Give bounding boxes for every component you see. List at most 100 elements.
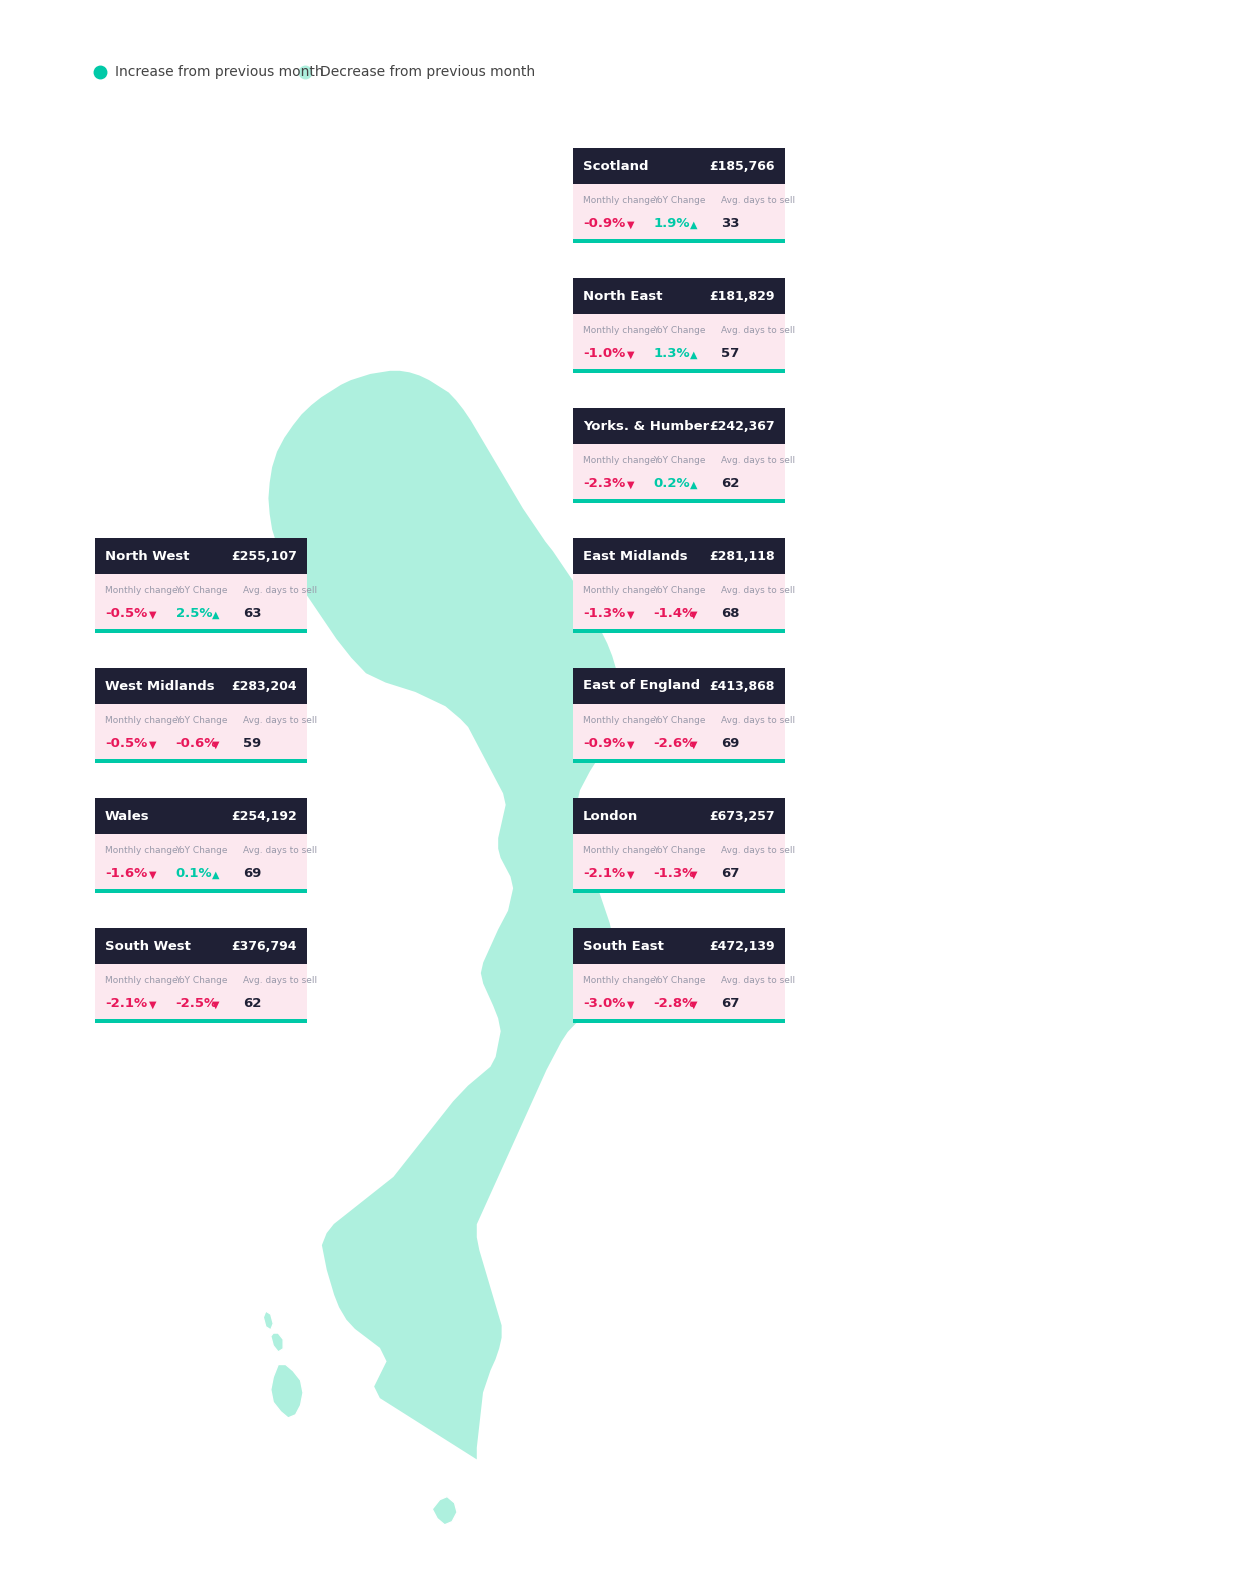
Text: ▼: ▼: [627, 869, 635, 880]
Text: YoY Change: YoY Change: [653, 456, 705, 465]
Text: Avg. days to sell: Avg. days to sell: [243, 846, 318, 855]
Text: ▲: ▲: [689, 220, 697, 230]
Text: ▲: ▲: [211, 869, 219, 880]
Bar: [573, 668, 785, 704]
Bar: [94, 835, 307, 890]
Text: YoY Change: YoY Change: [175, 846, 229, 855]
Bar: [94, 668, 307, 704]
Bar: [94, 799, 307, 835]
Text: Avg. days to sell: Avg. days to sell: [243, 586, 318, 594]
Bar: [573, 538, 785, 574]
Polygon shape: [263, 1311, 273, 1330]
Text: Monthly change: Monthly change: [106, 846, 178, 855]
Text: ▼: ▼: [689, 739, 697, 750]
Bar: [573, 629, 785, 634]
Text: £242,367: £242,367: [709, 420, 775, 432]
Text: Decrease from previous month: Decrease from previous month: [320, 64, 535, 79]
Text: East of England: East of England: [582, 679, 700, 693]
Text: Avg. days to sell: Avg. days to sell: [722, 846, 796, 855]
Text: ▼: ▼: [211, 1000, 219, 1009]
Text: Monthly change: Monthly change: [582, 456, 656, 465]
Text: Monthly change: Monthly change: [106, 976, 178, 986]
Text: ▼: ▼: [149, 869, 156, 880]
Text: YoY Change: YoY Change: [653, 196, 705, 204]
Bar: [573, 964, 785, 1019]
Text: Monthly change: Monthly change: [582, 976, 656, 986]
Text: Avg. days to sell: Avg. days to sell: [722, 715, 796, 725]
Text: 63: 63: [243, 607, 262, 619]
Text: -0.9%: -0.9%: [582, 737, 625, 750]
Text: Avg. days to sell: Avg. days to sell: [722, 196, 796, 204]
Text: ▲: ▲: [689, 349, 697, 360]
Bar: [94, 538, 307, 574]
Polygon shape: [267, 369, 621, 1462]
Text: 2.5%: 2.5%: [175, 607, 212, 619]
Text: ▲: ▲: [689, 479, 697, 489]
Text: 57: 57: [722, 347, 740, 360]
Text: North West: North West: [106, 550, 190, 563]
Text: Scotland: Scotland: [582, 159, 648, 173]
Bar: [573, 574, 785, 629]
Polygon shape: [271, 1364, 303, 1418]
Bar: [573, 314, 785, 369]
Text: £181,829: £181,829: [709, 289, 775, 302]
Text: South West: South West: [106, 940, 191, 953]
Bar: [94, 1019, 307, 1023]
Text: 59: 59: [243, 737, 262, 750]
Text: 0.1%: 0.1%: [175, 868, 212, 880]
Bar: [573, 927, 785, 964]
Text: Monthly change: Monthly change: [106, 715, 178, 725]
Text: Avg. days to sell: Avg. days to sell: [722, 325, 796, 335]
Text: £185,766: £185,766: [709, 159, 775, 173]
Bar: [573, 835, 785, 890]
Text: ▼: ▼: [689, 1000, 697, 1009]
Bar: [573, 498, 785, 503]
Text: YoY Change: YoY Change: [653, 715, 705, 725]
Text: Monthly change: Monthly change: [582, 325, 656, 335]
Text: YoY Change: YoY Change: [653, 586, 705, 594]
Text: -0.6%: -0.6%: [175, 737, 217, 750]
Text: 67: 67: [722, 997, 740, 1011]
Bar: [94, 759, 307, 762]
Text: ▼: ▼: [689, 869, 697, 880]
Text: YoY Change: YoY Change: [175, 586, 229, 594]
Bar: [573, 443, 785, 498]
Bar: [573, 759, 785, 762]
Text: Monthly change: Monthly change: [582, 196, 656, 204]
Text: -2.6%: -2.6%: [653, 737, 696, 750]
Text: Avg. days to sell: Avg. days to sell: [243, 715, 318, 725]
Text: South East: South East: [582, 940, 664, 953]
Text: Monthly change: Monthly change: [106, 586, 178, 594]
Text: 69: 69: [722, 737, 740, 750]
Text: -2.1%: -2.1%: [582, 868, 625, 880]
Text: ▼: ▼: [627, 1000, 635, 1009]
Text: YoY Change: YoY Change: [653, 976, 705, 986]
Text: Increase from previous month: Increase from previous month: [116, 64, 324, 79]
Text: ▼: ▼: [149, 1000, 156, 1009]
Bar: [94, 927, 307, 964]
Bar: [94, 629, 307, 634]
Text: North East: North East: [582, 289, 662, 302]
Text: 62: 62: [243, 997, 262, 1011]
Text: Avg. days to sell: Avg. days to sell: [243, 976, 318, 986]
Bar: [94, 704, 307, 759]
Bar: [573, 239, 785, 244]
Text: -1.4%: -1.4%: [653, 607, 696, 619]
Text: YoY Change: YoY Change: [175, 976, 229, 986]
Text: YoY Change: YoY Change: [175, 715, 229, 725]
Text: -1.3%: -1.3%: [653, 868, 696, 880]
Text: £255,107: £255,107: [231, 550, 297, 563]
Text: Avg. days to sell: Avg. days to sell: [722, 586, 796, 594]
Text: Wales: Wales: [106, 810, 149, 822]
Text: 0.2%: 0.2%: [653, 476, 691, 490]
Text: ▼: ▼: [627, 739, 635, 750]
Text: £472,139: £472,139: [709, 940, 775, 953]
Text: YoY Change: YoY Change: [653, 846, 705, 855]
Text: 62: 62: [722, 476, 740, 490]
Text: £254,192: £254,192: [231, 810, 297, 822]
Text: 1.9%: 1.9%: [653, 217, 691, 230]
Text: -2.8%: -2.8%: [653, 997, 696, 1011]
Text: 69: 69: [243, 868, 262, 880]
Text: £413,868: £413,868: [709, 679, 775, 693]
Text: ▼: ▼: [211, 739, 219, 750]
